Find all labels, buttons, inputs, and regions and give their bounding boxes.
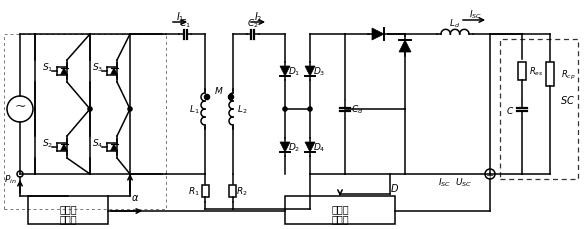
Text: ~: ~ (14, 100, 26, 114)
Text: $S_4$: $S_4$ (92, 137, 104, 150)
Text: $M$: $M$ (214, 84, 224, 95)
Polygon shape (280, 67, 290, 77)
Bar (518, 63, 526, 81)
Circle shape (17, 171, 23, 177)
Bar (285, 196, 395, 224)
Text: $S_2$: $S_2$ (43, 137, 54, 150)
Polygon shape (111, 144, 118, 151)
Bar (201, 185, 208, 197)
Bar (229, 185, 236, 197)
Bar (500, 40, 578, 179)
Text: $D_2$: $D_2$ (288, 141, 300, 154)
Text: $S_3$: $S_3$ (92, 61, 104, 74)
Bar (4, 35, 166, 209)
Text: $L_d$: $L_d$ (449, 18, 460, 30)
Circle shape (308, 108, 312, 112)
Circle shape (205, 95, 209, 100)
Text: $C_1$: $C_1$ (179, 18, 191, 30)
Polygon shape (60, 144, 67, 151)
Text: $I_2$: $I_2$ (254, 10, 262, 24)
Text: $D$: $D$ (390, 181, 400, 193)
Text: $C_2$: $C_2$ (247, 18, 259, 30)
Bar (546, 63, 554, 87)
Text: $S_1$: $S_1$ (42, 61, 54, 74)
Text: $P_{in}$: $P_{in}$ (4, 173, 16, 185)
Polygon shape (372, 29, 384, 41)
Text: 发射侧: 发射侧 (59, 204, 77, 214)
Text: $R_2$: $R_2$ (236, 185, 248, 197)
Polygon shape (305, 67, 315, 77)
Text: $C$: $C$ (506, 104, 514, 115)
Text: $R_1$: $R_1$ (188, 185, 200, 197)
Text: 控制器: 控制器 (59, 215, 77, 224)
Circle shape (485, 169, 495, 179)
Text: $R_{cp}$: $R_{cp}$ (561, 68, 575, 81)
Text: $I_{SC}$: $I_{SC}$ (469, 9, 483, 21)
Circle shape (88, 108, 92, 112)
Text: $I_{SC}$  $U_{SC}$: $I_{SC}$ $U_{SC}$ (438, 176, 472, 188)
Text: $L_2$: $L_2$ (237, 103, 247, 116)
Circle shape (128, 108, 132, 112)
Polygon shape (305, 142, 315, 152)
Circle shape (7, 97, 33, 123)
Text: 控制器: 控制器 (331, 215, 349, 224)
Bar (28, 196, 108, 224)
Text: +: + (486, 170, 494, 179)
Text: 接收侧: 接收侧 (331, 204, 349, 214)
Text: $SC$: $SC$ (559, 94, 574, 106)
Text: $D_4$: $D_4$ (313, 141, 325, 154)
Text: $C_d$: $C_d$ (351, 103, 363, 116)
Text: $I_1$: $I_1$ (176, 10, 184, 24)
Text: $D_3$: $D_3$ (313, 65, 325, 78)
Circle shape (283, 108, 287, 112)
Text: $\alpha$: $\alpha$ (131, 192, 139, 202)
Polygon shape (60, 68, 67, 75)
Text: $R_{es}$: $R_{es}$ (529, 65, 543, 78)
Text: $L_1$: $L_1$ (189, 103, 199, 116)
Circle shape (229, 95, 233, 100)
Polygon shape (111, 68, 118, 75)
Text: $D_1$: $D_1$ (288, 65, 300, 78)
Polygon shape (280, 142, 290, 152)
Polygon shape (399, 41, 411, 53)
